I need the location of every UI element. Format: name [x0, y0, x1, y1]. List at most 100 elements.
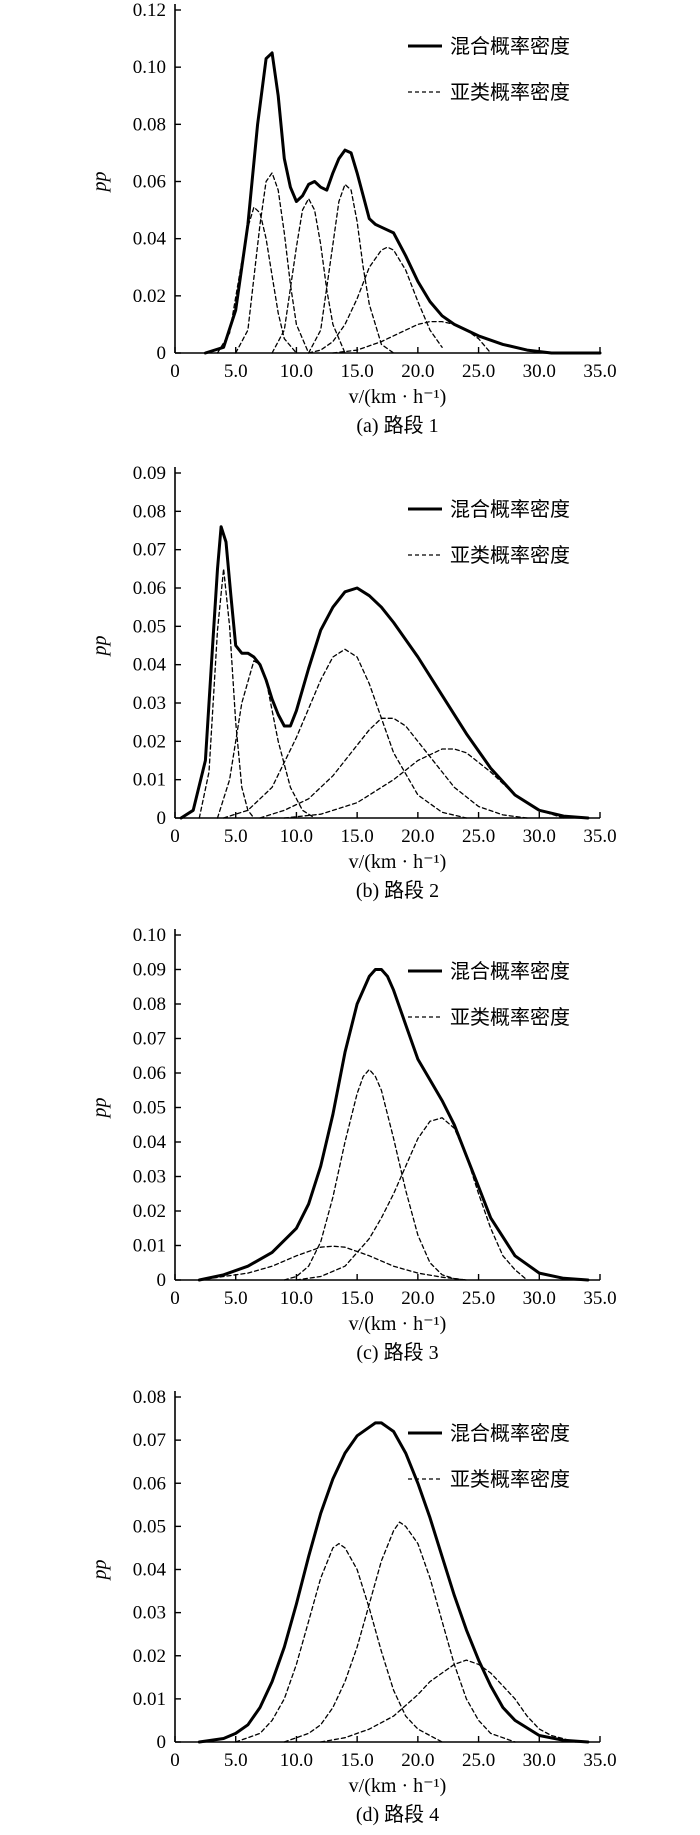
x-tick-label: 35.0 [583, 826, 616, 847]
y-axis-title: pp [89, 172, 111, 194]
x-tick-label: 15.0 [341, 826, 374, 847]
y-tick-label: 0 [157, 343, 167, 364]
x-tick-label: 10.0 [280, 1288, 313, 1309]
component-density-curve [222, 648, 468, 819]
component-density-curve [235, 172, 310, 354]
component-density-curve [259, 717, 528, 819]
y-tick-label: 0.07 [133, 1430, 166, 1451]
x-tick-label: 20.0 [401, 361, 434, 382]
x-axis-title: v/(km · h⁻¹) [349, 386, 447, 408]
legend-mixture-label: 混合概率密度 [450, 34, 570, 58]
y-tick-label: 0.03 [133, 1603, 166, 1624]
y-axis-title: pp [89, 1560, 111, 1582]
x-tick-label: 35.0 [583, 361, 616, 382]
y-tick-label: 0.09 [133, 960, 166, 981]
x-tick-label: 25.0 [462, 1750, 495, 1771]
component-density-curve [216, 206, 298, 354]
x-tick-label: 30.0 [523, 826, 556, 847]
x-tick-label: 0 [170, 826, 180, 847]
x-tick-label: 10.0 [280, 361, 313, 382]
y-tick-label: 0.09 [133, 463, 166, 484]
y-tick-label: 0.05 [133, 1098, 166, 1119]
legend-mixture-label: 混合概率密度 [450, 1421, 570, 1445]
legend-component-label: 亚类概率密度 [450, 543, 570, 567]
chart-caption: (d) 路段 4 [356, 1803, 439, 1826]
y-axis-title: pp [89, 1098, 111, 1120]
y-tick-label: 0.01 [133, 770, 166, 791]
chart-caption: (a) 路段 1 [356, 414, 438, 437]
y-tick-label: 0.10 [133, 57, 166, 78]
y-tick-label: 0.10 [133, 925, 166, 946]
mixture-density-curve [197, 1421, 590, 1744]
x-tick-label: 15.0 [341, 1288, 374, 1309]
y-tick-label: 0.01 [133, 1236, 166, 1257]
chart-panel-2: 0 5.0 10.0 15.0 20.0 25.0 30.0 35.0 0 0.01 0.02 0.0… [89, 463, 617, 902]
y-tick-label: 0.02 [133, 1201, 166, 1222]
component-density-curve [295, 1117, 528, 1281]
x-tick-label: 25.0 [462, 826, 495, 847]
y-tick-label: 0.01 [133, 1689, 166, 1710]
legend-component-label: 亚类概率密度 [450, 1005, 570, 1029]
x-tick-label: 30.0 [523, 1288, 556, 1309]
x-tick-label: 15.0 [341, 1750, 374, 1771]
component-density-curve [320, 1659, 577, 1743]
component-density-curve [283, 748, 565, 819]
y-tick-label: 0 [157, 808, 167, 829]
mixture-density-curve [179, 525, 590, 820]
y-tick-label: 0.06 [133, 578, 166, 599]
x-tick-label: 5.0 [224, 1288, 248, 1309]
x-tick-label: 0 [170, 1288, 180, 1309]
component-density-curve [307, 246, 443, 354]
legend-component-label: 亚类概率密度 [450, 80, 570, 104]
x-tick-label: 5.0 [224, 1750, 248, 1771]
y-tick-label: 0.06 [133, 1473, 166, 1494]
legend-mixture-label: 混合概率密度 [450, 497, 570, 521]
chart-caption: (b) 路段 2 [356, 879, 439, 902]
chart-panel-3: 0 5.0 10.0 15.0 20.0 25.0 30.0 35.0 0 0.01 0.02 0.0… [89, 925, 617, 1364]
y-tick-label: 0 [157, 1270, 167, 1291]
x-tick-label: 0 [170, 361, 180, 382]
component-density-curve [216, 660, 316, 819]
x-axis-title: v/(km · h⁻¹) [349, 1775, 447, 1797]
y-tick-label: 0.12 [133, 0, 166, 21]
x-tick-label: 0 [170, 1750, 180, 1771]
x-tick-label: 35.0 [583, 1750, 616, 1771]
chart-panel-1: 0 5.0 10.0 15.0 20.0 25.0 30.0 35.0 0 0.02 0.04 0.0… [89, 0, 617, 437]
component-density-curve [271, 198, 346, 354]
y-tick-label: 0.06 [133, 1063, 166, 1084]
component-density-curve [235, 1542, 443, 1743]
y-axis-title: pp [89, 636, 111, 658]
y-tick-label: 0.08 [133, 994, 166, 1015]
legend-component-label: 亚类概率密度 [450, 1467, 570, 1491]
x-tick-label: 30.0 [523, 1750, 556, 1771]
y-tick-label: 0.02 [133, 286, 166, 307]
y-tick-label: 0.04 [133, 1560, 167, 1581]
y-tick-label: 0.04 [133, 229, 167, 250]
component-density-curve [198, 568, 255, 819]
component-density-curve [198, 1245, 468, 1281]
x-tick-label: 35.0 [583, 1288, 616, 1309]
x-tick-label: 25.0 [462, 1288, 495, 1309]
x-axis-title: v/(km · h⁻¹) [349, 851, 447, 873]
y-tick-label: 0.03 [133, 693, 166, 714]
y-tick-label: 0.07 [133, 1029, 166, 1050]
y-tick-label: 0.02 [133, 1646, 166, 1667]
x-tick-label: 10.0 [280, 1750, 313, 1771]
mixture-density-curve [197, 968, 590, 1282]
x-tick-label: 20.0 [401, 1750, 434, 1771]
y-tick-label: 0.08 [133, 501, 166, 522]
x-tick-label: 25.0 [462, 361, 495, 382]
x-tick-label: 5.0 [224, 826, 248, 847]
x-tick-label: 10.0 [280, 826, 313, 847]
y-tick-label: 0.05 [133, 1516, 166, 1537]
x-tick-label: 20.0 [401, 826, 434, 847]
y-tick-label: 0.08 [133, 1387, 166, 1408]
component-density-curve [307, 183, 395, 354]
x-tick-label: 5.0 [224, 361, 248, 382]
component-density-curve [332, 320, 492, 354]
y-tick-label: 0 [157, 1732, 167, 1753]
y-tick-label: 0.08 [133, 114, 166, 135]
component-density-curve [283, 1521, 516, 1743]
legend-mixture-label: 混合概率密度 [450, 959, 570, 983]
